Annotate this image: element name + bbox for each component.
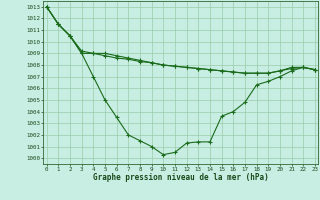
X-axis label: Graphe pression niveau de la mer (hPa): Graphe pression niveau de la mer (hPa) <box>93 173 269 182</box>
